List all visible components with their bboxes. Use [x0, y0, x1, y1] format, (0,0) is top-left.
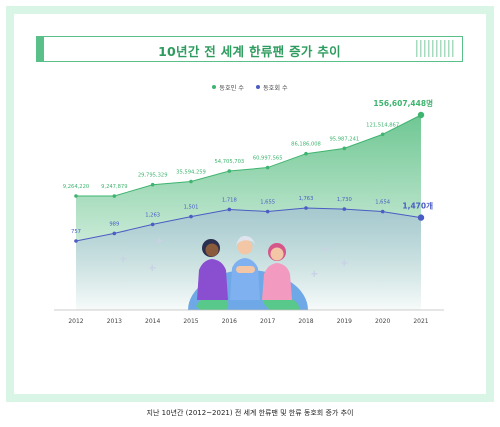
point-fans-2017: [265, 165, 270, 170]
title-box: 10년간 전 세계 한류팬 증가 추이: [36, 36, 463, 62]
legend-clubs-label: 동호회 수: [262, 85, 288, 92]
data-label-clubs-2013: 989: [109, 221, 119, 227]
point-clubs-2018: [304, 206, 308, 210]
legend-fans-dot: [212, 85, 217, 89]
point-clubs-2017: [265, 209, 270, 214]
legend-item-clubs: 동호회 수: [255, 83, 288, 92]
line-clubs: [75, 207, 422, 242]
data-label-fans-2015: 35,594,259: [176, 170, 206, 176]
fans-illustration: [188, 236, 308, 310]
data-label-fans-2019: 95,987,241: [329, 136, 359, 142]
x-tick-label-2020: 2020: [375, 318, 390, 325]
x-tick-label-2019: 2019: [337, 318, 352, 325]
data-label-fans-2021: 156,607,448명: [373, 98, 433, 108]
data-label-clubs-2021: 1,470개: [402, 201, 433, 211]
data-label-clubs-2016: 1,718: [222, 197, 237, 203]
point-fans-2015: [189, 179, 193, 184]
point-fans-2018: [304, 151, 308, 156]
point-clubs-2016: [227, 207, 232, 212]
title-stripes-decoration: [416, 40, 456, 57]
figure-caption: 지난 10년간 (2012~2021) 전 세계 한류팬 및 한류 동호회 증가…: [146, 409, 354, 417]
point-clubs-2012: [74, 239, 78, 243]
x-tick-label-2014: 2014: [145, 318, 160, 325]
x-tick-label-2012: 2012: [68, 318, 83, 325]
x-tick-label-2017: 2017: [260, 318, 275, 325]
chart-title: 10년간 전 세계 한류팬 증가 추이: [158, 44, 341, 59]
data-label-fans-2013: 9,247,879: [101, 184, 127, 190]
legend-item-fans: 동호인 수: [212, 83, 244, 92]
legend-clubs-dot: [255, 85, 260, 89]
data-label-fans-2018: 86,186,008: [291, 142, 321, 148]
point-fans-2020: [380, 132, 385, 137]
person-left: [197, 239, 228, 300]
x-tick-label-2015: 2015: [183, 318, 198, 325]
line-fans: [75, 114, 422, 197]
legend-fans-label: 동호인 수: [219, 85, 245, 92]
data-label-fans-2016: 54,705,703: [214, 159, 244, 165]
point-clubs-2014: [150, 222, 155, 227]
data-label-clubs-2015: 1,501: [184, 205, 199, 211]
data-label-clubs-2019: 1,730: [337, 197, 352, 203]
x-tick-label-2013: 2013: [107, 318, 122, 325]
point-clubs-2019: [342, 207, 347, 211]
data-label-fans-2014: 29,795,329: [138, 173, 168, 179]
x-tick-label-2018: 2018: [298, 318, 313, 325]
point-fans-2019: [342, 146, 347, 151]
point-clubs-2013: [112, 231, 117, 236]
data-label-clubs-2018: 1,763: [299, 196, 314, 202]
point-fans-2016: [227, 169, 232, 173]
x-tick-label-2021: 2021: [413, 318, 428, 325]
point-fans-2014: [150, 182, 155, 187]
data-label-fans-2012: 9,264,220: [63, 184, 89, 190]
point-clubs-2015: [189, 214, 193, 219]
legend: 동호인 수 동호회 수: [0, 83, 500, 92]
point-clubs-2021: [417, 214, 425, 221]
data-label-fans-2017: 60,997,565: [253, 156, 283, 162]
person-right: [262, 243, 292, 300]
data-label-clubs-2014: 1,263: [145, 212, 160, 218]
point-fans-2021: [417, 111, 425, 119]
x-tick-label-2016: 2016: [222, 318, 237, 325]
person-middle: [230, 236, 260, 300]
data-label-fans-2020: 121,514,867: [366, 122, 399, 128]
data-label-clubs-2012: 757: [71, 229, 81, 235]
point-fans-2012: [74, 194, 78, 198]
point-clubs-2020: [380, 209, 385, 214]
data-label-clubs-2017: 1,655: [260, 200, 275, 206]
point-fans-2013: [112, 194, 117, 198]
sparkle-decorations: [120, 237, 348, 277]
data-label-clubs-2020: 1,654: [375, 200, 391, 206]
